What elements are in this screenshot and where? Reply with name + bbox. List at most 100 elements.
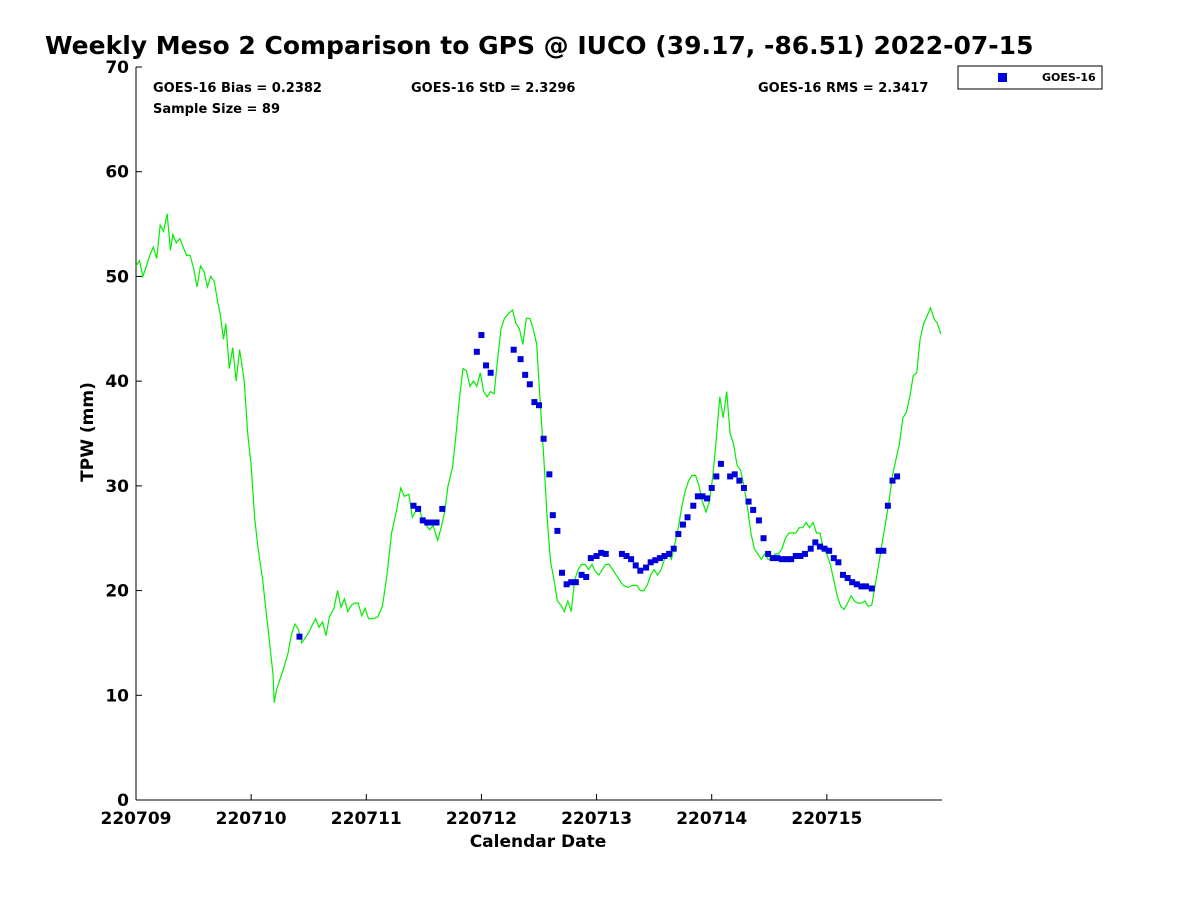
y-tick-label: 50 <box>105 267 129 287</box>
goes16-point <box>727 473 734 480</box>
goes16-point <box>679 521 686 528</box>
x-tick-label: 220712 <box>446 809 517 829</box>
x-tick-group: 220709 220710 220711 220712 220713 220714 2207… <box>101 794 862 829</box>
goes16-point <box>875 547 882 554</box>
goes16-point <box>439 505 446 512</box>
goes16-point <box>647 559 654 566</box>
goes16-point <box>858 583 865 590</box>
y-tick-label: 60 <box>105 163 129 183</box>
goes16-point <box>835 559 842 566</box>
goes16-point <box>699 493 706 500</box>
goes16-point <box>487 369 494 376</box>
legend-marker-goes16 <box>998 73 1007 82</box>
goes16-point <box>708 484 715 491</box>
goes16-point <box>296 633 303 640</box>
goes16-point <box>839 571 846 578</box>
goes16-point <box>473 348 480 355</box>
goes16-point <box>526 381 533 388</box>
goes16-point <box>684 514 691 521</box>
gps-series-line <box>135 213 942 703</box>
y-tick-label: 10 <box>105 686 129 706</box>
goes16-point <box>602 550 609 557</box>
goes16-point <box>868 585 875 592</box>
goes16-point <box>415 505 422 512</box>
x-tick-label: 220710 <box>216 809 287 829</box>
goes16-point <box>522 371 529 378</box>
goes16-point <box>797 553 804 560</box>
goes16-point <box>788 556 795 563</box>
goes16-point <box>656 555 663 562</box>
legend-label-goes16: GOES-16 <box>1042 71 1096 84</box>
goes16-point <box>478 332 485 339</box>
goes16-point <box>666 550 673 557</box>
x-tick-label: 220715 <box>791 809 862 829</box>
goes16-point <box>792 553 799 560</box>
goes16-point <box>410 502 417 509</box>
goes16-point <box>510 346 517 353</box>
goes16-point <box>540 435 547 442</box>
goes16-point <box>559 569 566 576</box>
legend: GOES-16 <box>957 65 1103 90</box>
goes16-point <box>853 581 860 588</box>
goes16-point <box>783 556 790 563</box>
goes16-point <box>690 502 697 509</box>
goes16-point <box>583 573 590 580</box>
goes16-point <box>568 579 575 586</box>
goes16-point <box>736 477 743 484</box>
goes16-point <box>807 545 814 552</box>
stat-rms: GOES-16 RMS = 2.3417 <box>758 81 928 96</box>
goes16-point <box>572 579 579 586</box>
goes16-point <box>755 517 762 524</box>
goes16-point <box>433 519 440 526</box>
goes16-point <box>880 547 887 554</box>
y-axis-label: TPW (mm) <box>78 382 98 482</box>
goes16-point <box>778 556 785 563</box>
stats-annotations: GOES-16 Bias = 0.2382 GOES-16 StD = 2.32… <box>153 81 928 117</box>
goes16-point <box>549 512 556 519</box>
legend-box <box>957 65 1103 90</box>
goes16-point <box>884 502 891 509</box>
goes16-point <box>830 555 837 562</box>
goes16-point <box>531 399 538 406</box>
goes16-point <box>740 484 747 491</box>
goes16-point <box>563 581 570 588</box>
goes16-point <box>774 555 781 562</box>
goes16-point <box>760 535 767 542</box>
goes16-point <box>750 506 757 513</box>
goes16-point <box>670 545 677 552</box>
goes16-point <box>889 477 896 484</box>
goes16-point <box>704 495 711 502</box>
x-tick-label: 220714 <box>676 809 747 829</box>
goes16-point <box>637 567 644 574</box>
goes16-point <box>675 531 682 538</box>
goes16-point <box>632 562 639 569</box>
goes16-point <box>587 555 594 562</box>
goes16-point <box>821 545 828 552</box>
goes16-point <box>765 550 772 557</box>
goes16-point <box>769 555 776 562</box>
goes16-point <box>424 519 431 526</box>
y-tick-label: 70 <box>105 58 129 78</box>
goes16-point <box>618 550 625 557</box>
goes16-point <box>623 553 630 560</box>
goes16-point <box>643 564 650 571</box>
stat-std: GOES-16 StD = 2.3296 <box>411 81 575 96</box>
goes16-point <box>694 493 701 500</box>
goes16-point <box>713 473 720 480</box>
goes16-point <box>546 471 553 478</box>
x-tick-label: 220713 <box>561 809 632 829</box>
goes16-point <box>593 553 600 560</box>
y-tick-label: 30 <box>105 477 129 497</box>
goes16-point <box>628 556 635 563</box>
series-layer <box>135 213 942 703</box>
chart-title: Weekly Meso 2 Comparison to GPS @ IUCO (… <box>45 31 1033 60</box>
goes16-point <box>849 579 856 586</box>
goes16-point <box>428 519 435 526</box>
goes16-point <box>536 402 542 409</box>
x-axis-label: Calendar Date <box>470 832 607 852</box>
y-tick-label: 20 <box>105 582 129 602</box>
goes16-point <box>826 547 833 554</box>
stat-sample-size: Sample Size = 89 <box>153 102 280 117</box>
plot-axes <box>135 67 942 801</box>
goes16-point <box>801 550 808 557</box>
